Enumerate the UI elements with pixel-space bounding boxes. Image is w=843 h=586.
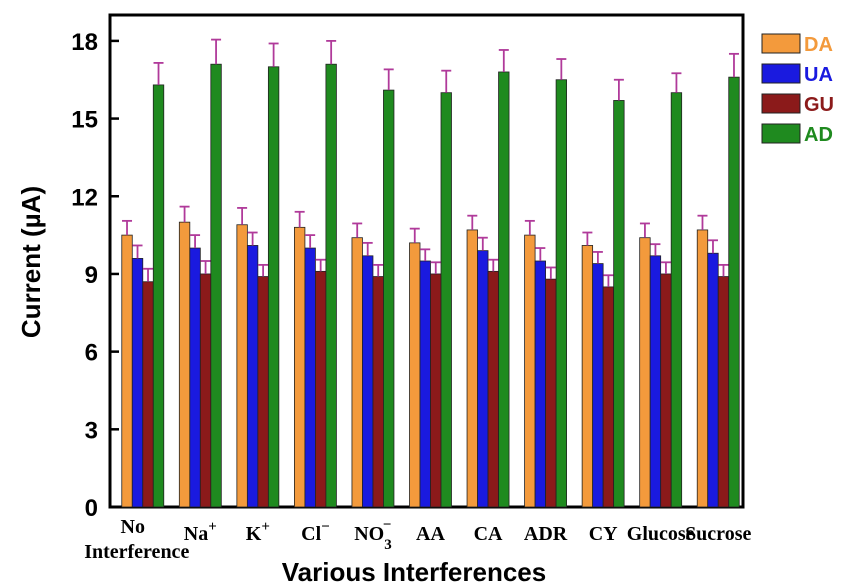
bar-da: [178, 221, 191, 508]
legend-label-da: DA: [804, 34, 833, 56]
x-tick-label: K+: [246, 519, 270, 545]
bar-ad: [383, 89, 395, 508]
bar-ua: [707, 252, 719, 508]
x-tick-label: No: [121, 516, 145, 538]
bar-ua: [304, 247, 316, 508]
bar-ua: [649, 255, 662, 508]
x-tick-label: NO3−: [354, 517, 392, 553]
bar-ua: [419, 260, 431, 508]
legend-swatch-gu: [761, 93, 801, 114]
bar-da: [236, 224, 248, 508]
x-tick-label: CY: [589, 523, 618, 545]
y-tick-label: 6: [85, 340, 98, 367]
legend-label-ad: AD: [804, 124, 833, 146]
bar-gu: [142, 281, 154, 508]
bar-ua: [477, 250, 489, 508]
legend-swatch-ad: [761, 123, 801, 144]
bar-da: [696, 229, 709, 508]
x-tick-label: Interference: [84, 541, 189, 563]
bar-gu: [315, 270, 327, 508]
bar-da: [409, 242, 421, 508]
bar-ua: [131, 258, 144, 508]
x-tick-label: Sucrose: [685, 523, 751, 545]
bar-ua: [592, 263, 604, 508]
legend-swatch-ua: [761, 63, 801, 84]
bar-gu: [199, 273, 212, 508]
bar-gu: [372, 276, 384, 508]
y-tick-label: 15: [71, 107, 98, 134]
bar-da: [639, 237, 651, 508]
x-tick-label: Cl−: [301, 519, 330, 545]
bars: [121, 38, 740, 508]
bar-da: [581, 245, 594, 508]
bar-da: [294, 226, 306, 508]
x-tick-label: ADR: [524, 523, 568, 545]
bar-gu: [717, 276, 730, 508]
bar-ad: [325, 63, 337, 508]
bar-gu: [545, 278, 557, 508]
y-tick-label: 12: [71, 184, 98, 211]
y-tick-label: 18: [71, 29, 98, 56]
y-tick-label: 9: [85, 262, 98, 289]
bar-ad: [728, 76, 740, 508]
bar-gu: [257, 276, 269, 508]
bar-gu: [660, 273, 672, 508]
y-axis-title: Current (µA): [16, 186, 46, 338]
legend-label-gu: GU: [804, 94, 834, 116]
bar-da: [121, 234, 133, 508]
bar-ad: [613, 100, 625, 508]
y-tick-label: 3: [85, 417, 98, 444]
legend-swatch-da: [761, 33, 801, 54]
legend-label-ua: UA: [804, 64, 833, 86]
bar-ad: [555, 79, 567, 508]
bar-ad: [267, 66, 280, 508]
bar-gu: [602, 286, 615, 508]
bar-ad: [210, 63, 222, 508]
bar-da: [524, 234, 536, 508]
x-axis-title: Various Interferences: [282, 557, 546, 586]
bar-ad: [498, 71, 510, 508]
bar-ua: [362, 255, 374, 508]
bar-da: [466, 229, 478, 508]
x-tick-label: Glucose: [627, 523, 695, 545]
bar-ad: [670, 92, 683, 508]
y-tick-label: 0: [85, 495, 98, 522]
bar-gu: [487, 270, 499, 508]
bar-ad: [440, 92, 452, 508]
bar-ua: [534, 260, 546, 508]
x-tick-label: CA: [474, 523, 503, 545]
bar-ad: [152, 84, 165, 508]
legend: DA UA GU AD: [761, 33, 834, 146]
x-tick-label: Na+: [184, 519, 217, 545]
bar-da: [351, 237, 363, 508]
x-tick-label: AA: [416, 523, 445, 545]
y-axis: 0 3 6 9 12 15 18: [71, 29, 119, 522]
bar-ua: [246, 245, 259, 508]
bar-gu: [430, 273, 442, 508]
bar-ua: [189, 247, 201, 508]
